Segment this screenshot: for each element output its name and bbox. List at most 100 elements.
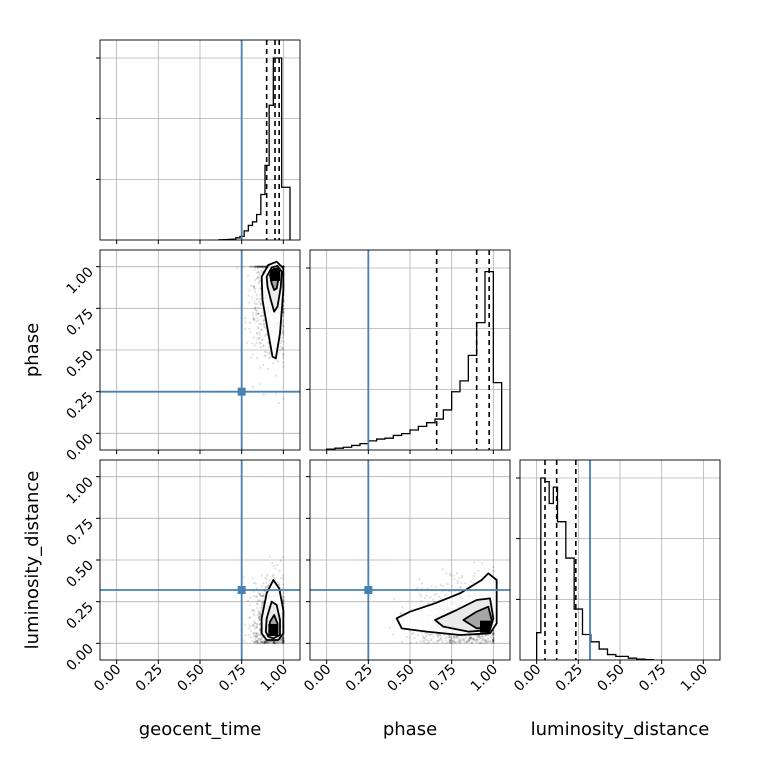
sample-point	[251, 296, 254, 299]
sample-point	[254, 265, 257, 268]
sample-point	[253, 622, 256, 625]
sample-point	[452, 635, 455, 638]
sample-point	[263, 640, 266, 643]
sample-point	[273, 641, 276, 644]
sample-point	[279, 577, 282, 580]
sample-point	[486, 639, 489, 642]
sample-point	[282, 595, 285, 598]
sample-point	[492, 640, 495, 643]
sample-point	[247, 294, 250, 297]
sample-point	[256, 623, 259, 626]
x-tick-label: 0.50	[174, 662, 207, 695]
sample-point	[263, 641, 266, 644]
sample-point	[435, 633, 438, 637]
sample-point	[265, 577, 268, 581]
sample-point	[258, 331, 261, 334]
sample-point	[419, 640, 422, 643]
sample-point	[274, 374, 277, 377]
sample-point	[261, 311, 264, 314]
sample-point	[248, 327, 251, 331]
sample-point	[484, 639, 487, 642]
sample-point	[262, 595, 265, 598]
sample-point	[259, 599, 262, 602]
sample-point	[263, 265, 266, 268]
sample-point	[260, 638, 263, 641]
sample-point	[282, 334, 285, 337]
sample-point	[252, 625, 256, 628]
sample-point	[263, 265, 266, 269]
sample-point	[257, 638, 260, 641]
sample-point	[272, 362, 275, 365]
sample-point	[259, 641, 262, 644]
x-tick-label: 0.75	[426, 662, 459, 695]
sample-point	[255, 297, 258, 301]
sample-point	[252, 318, 255, 321]
sample-point	[253, 344, 257, 347]
sample-point	[473, 571, 476, 575]
sample-point	[264, 585, 268, 588]
sample-point	[463, 637, 466, 640]
sample-point	[275, 563, 279, 566]
sample-point	[282, 310, 285, 313]
sample-point	[458, 636, 461, 639]
sample-point	[259, 342, 262, 345]
sample-point	[254, 636, 257, 639]
sample-point	[258, 627, 262, 630]
sample-point	[282, 639, 285, 643]
sample-point	[255, 320, 258, 323]
y-tick-label: 1.00	[63, 264, 96, 297]
sample-point	[258, 333, 261, 336]
sample-point	[282, 641, 285, 644]
sample-point	[389, 626, 392, 629]
sample-point	[266, 573, 269, 576]
sample-point	[255, 309, 258, 313]
sample-point	[484, 634, 487, 637]
sample-point	[447, 640, 450, 643]
sample-point	[261, 267, 264, 270]
sample-point	[477, 636, 480, 639]
sample-point	[255, 294, 259, 297]
sample-point	[267, 641, 270, 645]
density-peak	[270, 269, 280, 281]
sample-point	[258, 610, 261, 614]
x-tick-label: 0.50	[594, 662, 627, 695]
sample-point	[260, 608, 263, 611]
sample-point	[267, 351, 270, 355]
sample-point	[252, 287, 256, 290]
sample-point	[257, 282, 260, 285]
sample-point	[422, 637, 425, 640]
sample-point	[257, 611, 260, 614]
sample-point	[416, 634, 420, 637]
sample-point	[282, 640, 285, 643]
sample-point	[254, 621, 257, 625]
sample-point	[281, 347, 284, 350]
sample-point	[258, 623, 261, 626]
sample-point	[449, 639, 452, 642]
sample-point	[253, 633, 256, 636]
sample-point	[282, 641, 285, 644]
sample-point	[258, 619, 261, 622]
sample-point	[478, 636, 482, 639]
sample-point	[399, 611, 402, 615]
sample-point	[282, 639, 285, 642]
sample-point	[258, 592, 261, 595]
sample-point	[265, 640, 268, 643]
sample-point	[282, 330, 285, 333]
sample-point	[470, 636, 473, 639]
sample-point	[257, 633, 260, 636]
sample-point	[474, 638, 477, 641]
sample-point	[261, 602, 264, 605]
sample-point	[459, 586, 463, 589]
sample-point	[276, 581, 279, 584]
sample-point	[251, 342, 254, 345]
sample-point	[264, 354, 267, 357]
sample-point	[255, 639, 259, 643]
sample-point	[439, 583, 442, 586]
sample-point	[492, 637, 495, 640]
sample-point	[281, 636, 285, 639]
sample-point	[464, 582, 467, 585]
sample-point	[486, 637, 490, 640]
sample-point	[434, 585, 437, 588]
sample-point	[401, 640, 404, 643]
sample-point	[268, 357, 271, 360]
